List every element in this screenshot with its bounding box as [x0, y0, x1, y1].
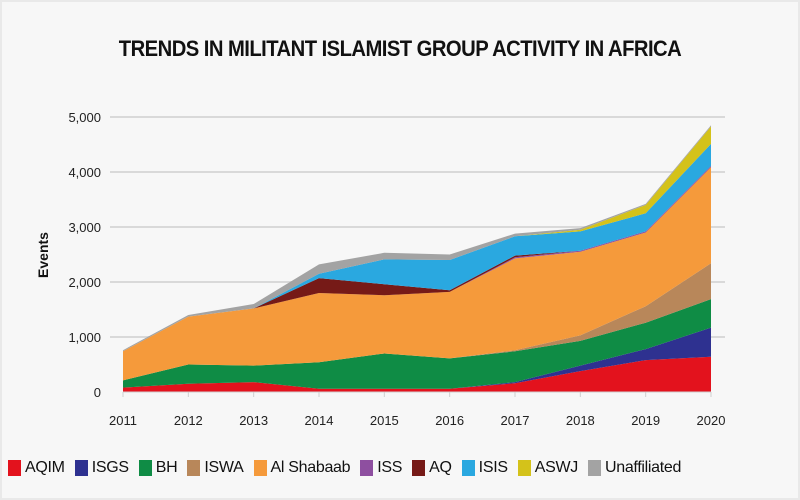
area-unaffiliated — [123, 125, 711, 352]
legend-swatch — [360, 460, 374, 476]
x-tick-label: 2014 — [305, 413, 334, 428]
stacked-areas — [123, 125, 711, 393]
legend-item: ISIS — [461, 459, 508, 477]
y-tick-label: 3,000 — [68, 220, 101, 235]
legend-label: AQ — [429, 459, 452, 476]
legend-item: ISWA — [187, 459, 244, 477]
legend-label: ISGS — [91, 459, 129, 476]
area-al-shabaab — [123, 167, 711, 381]
legend-item: ISGS — [74, 459, 129, 477]
x-tick-label: 2016 — [435, 413, 464, 428]
area-aqim — [123, 356, 711, 392]
legend-label: BH — [155, 459, 178, 476]
x-tick-label: 2013 — [239, 413, 268, 428]
legend-item: AQ — [412, 459, 452, 477]
x-tick-label: 2020 — [697, 413, 726, 428]
legend-swatch — [74, 460, 88, 476]
y-tick-label: 4,000 — [68, 165, 101, 180]
legend-item: BH — [138, 459, 178, 477]
legend-swatch — [461, 460, 475, 476]
legend-item: Al Shabaab — [253, 459, 351, 477]
legend-swatch — [412, 460, 426, 476]
x-tick-label: 2015 — [370, 413, 399, 428]
x-tick-label: 2012 — [174, 413, 203, 428]
legend-swatch — [253, 460, 267, 476]
area-isgs — [123, 327, 711, 389]
legend-swatch — [187, 460, 201, 476]
y-tick-label: 1,000 — [68, 330, 101, 345]
y-axis-label: Events — [35, 232, 51, 278]
legend-label: AQIM — [25, 459, 65, 476]
legend-item: AQIM — [8, 459, 65, 477]
legend-item: Unaffiliated — [587, 459, 682, 477]
legend-label: Al Shabaab — [270, 459, 351, 476]
y-tick-label: 0 — [94, 385, 101, 400]
legend-label: ISS — [377, 459, 403, 476]
legend-label: Unaffiliated — [604, 459, 682, 476]
x-tick-label: 2019 — [631, 413, 660, 428]
legend-item: ISS — [360, 459, 402, 477]
legend-swatch — [517, 460, 531, 476]
legend-item: ASWJ — [517, 459, 579, 477]
legend-label: ISWA — [204, 459, 244, 476]
legend-swatch — [8, 460, 21, 476]
chart-title: TRENDS IN MILITANT ISLAMIST GROUP ACTIVI… — [118, 36, 682, 61]
legend-swatch — [138, 460, 152, 476]
x-tick-label: 2018 — [566, 413, 595, 428]
x-tick-label: 2017 — [501, 413, 530, 428]
y-tick-label: 2,000 — [68, 275, 101, 290]
legend-label: ISIS — [478, 459, 508, 476]
y-axis-ticks: 0 1,000 2,000 3,000 4,000 5,000 — [68, 110, 101, 400]
legend-swatch — [587, 460, 601, 476]
x-axis-ticks: 2011 2012 2013 2014 2015 2016 2017 2018 2019 2020 — [109, 392, 725, 428]
legend: AQIM ISGS BH ISWA Al Shabaab ISS AQ ISIS ASWJ Una… — [8, 459, 798, 477]
area-bh — [123, 299, 711, 389]
x-tick-label: 2011 — [109, 413, 137, 428]
y-tick-label: 5,000 — [68, 110, 101, 125]
legend-label: ASWJ — [534, 459, 579, 476]
